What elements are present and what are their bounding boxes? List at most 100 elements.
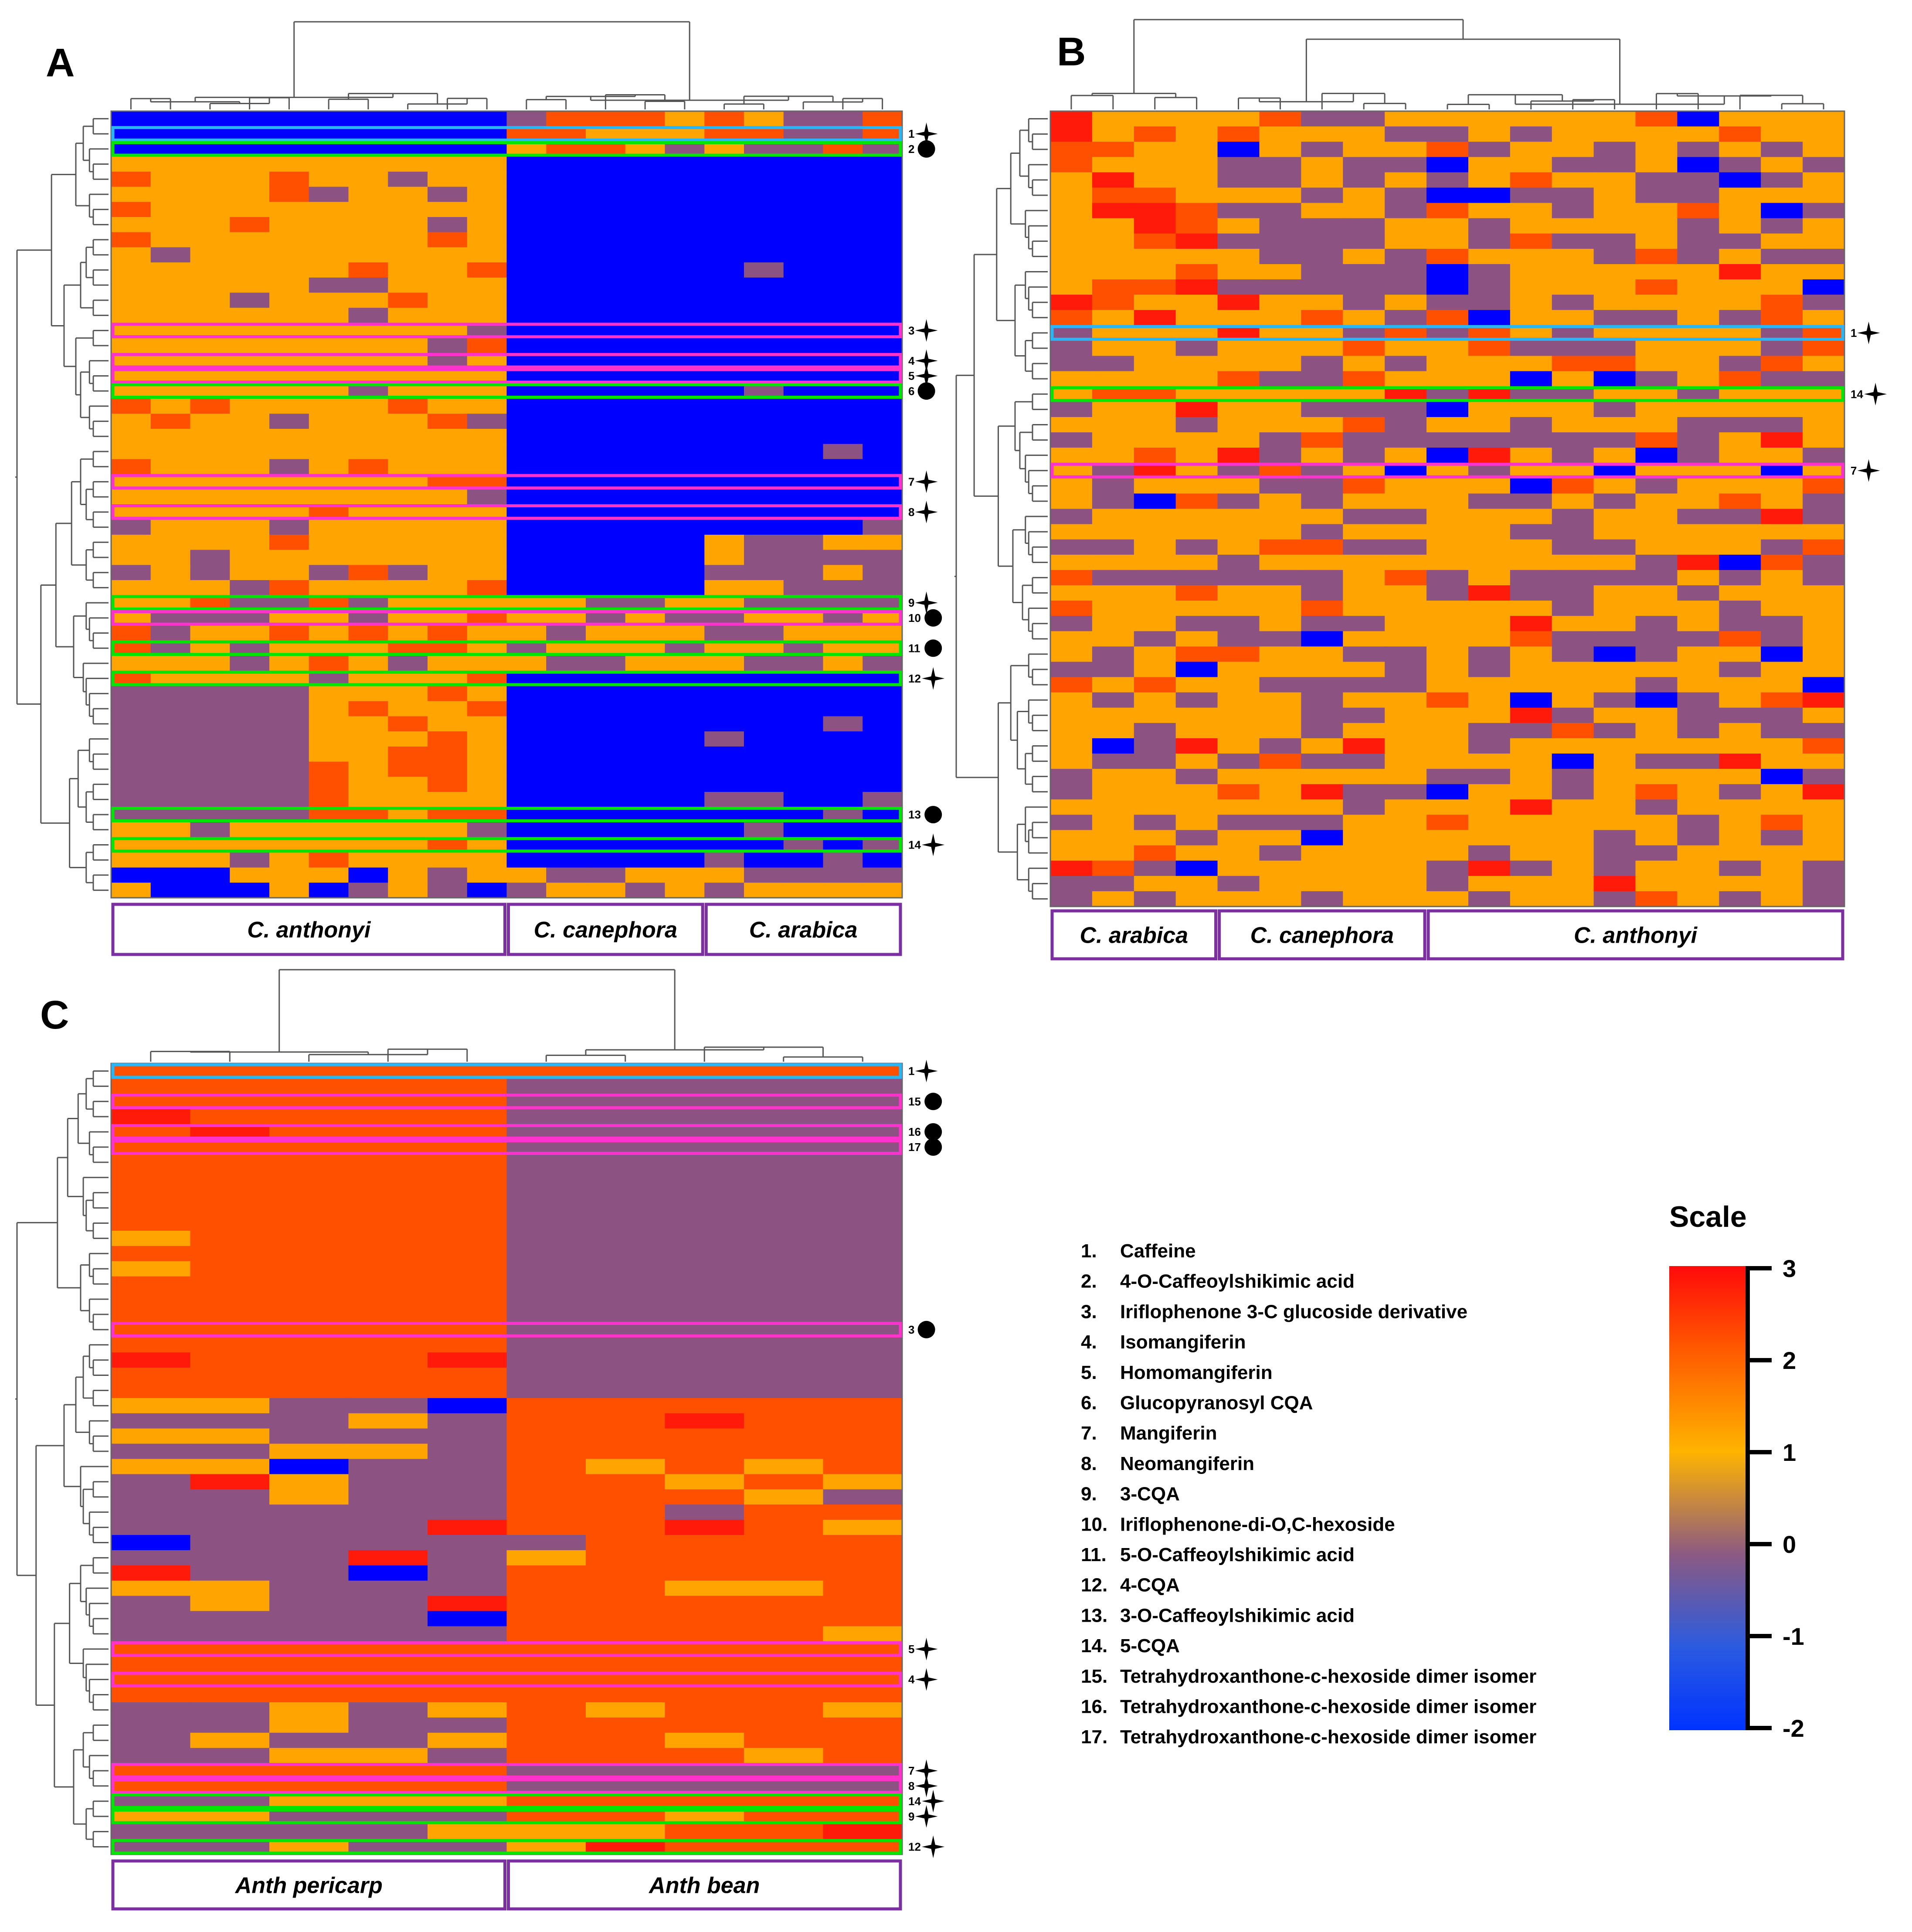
heatmap-cell bbox=[1134, 554, 1176, 570]
heatmap-cell bbox=[546, 731, 586, 747]
heatmap-cell bbox=[1426, 539, 1469, 555]
heatmap-cell bbox=[1761, 310, 1803, 326]
heatmap-cell bbox=[348, 1216, 428, 1231]
heatmap-cell bbox=[1217, 738, 1260, 754]
heatmap-cell bbox=[348, 1732, 428, 1749]
heatmap-cell bbox=[665, 444, 705, 460]
heatmap-cell bbox=[744, 1307, 824, 1323]
heatmap-cell bbox=[190, 187, 231, 203]
heatmap-cell bbox=[744, 1398, 824, 1414]
heatmap-cell bbox=[783, 444, 824, 460]
heatmap-cell bbox=[783, 883, 824, 898]
heatmap-cell bbox=[744, 534, 784, 550]
heatmap-cell bbox=[309, 398, 349, 414]
heatmap-cell bbox=[309, 701, 349, 717]
heatmap-cell bbox=[428, 1337, 507, 1353]
heatmap-cell bbox=[111, 625, 151, 641]
heatmap-cell bbox=[1134, 723, 1176, 739]
heatmap-cell bbox=[428, 489, 468, 505]
heatmap-cell bbox=[111, 262, 151, 278]
heatmap-cell bbox=[704, 580, 744, 596]
heatmap-cell bbox=[348, 277, 389, 293]
heatmap-cell bbox=[388, 580, 428, 596]
heatmap-cell bbox=[1468, 233, 1511, 249]
heatmap-cell bbox=[1635, 860, 1678, 876]
heatmap-cell bbox=[506, 156, 547, 172]
heatmap-cell bbox=[1385, 295, 1427, 311]
heatmap-cell bbox=[1552, 799, 1594, 815]
heatmap-cell bbox=[1385, 692, 1427, 708]
heatmap-cell bbox=[506, 761, 547, 778]
heatmap-cell bbox=[1426, 754, 1469, 769]
heatmap-cell bbox=[1385, 677, 1427, 693]
heatmap-cell bbox=[1635, 876, 1678, 892]
heatmap-cell bbox=[1510, 417, 1552, 433]
heatmap-cell bbox=[1217, 401, 1260, 418]
heatmap-cell bbox=[1468, 554, 1511, 570]
heatmap-cell bbox=[1468, 662, 1511, 678]
heatmap-cell bbox=[230, 292, 270, 309]
heatmap-cell bbox=[863, 883, 903, 898]
heatmap-cell bbox=[190, 428, 231, 445]
heatmap-cell bbox=[586, 1443, 666, 1460]
heatmap-cell bbox=[1761, 738, 1803, 754]
heatmap-cell bbox=[1385, 784, 1427, 800]
heatmap-cell bbox=[309, 550, 349, 566]
panel-letter-c: C bbox=[40, 993, 69, 1037]
heatmap-cell bbox=[428, 701, 468, 717]
heatmap-cell bbox=[1552, 876, 1594, 892]
heatmap-cell bbox=[546, 520, 586, 535]
heatmap-cell bbox=[1092, 524, 1134, 540]
heatmap-cell bbox=[309, 217, 349, 233]
heatmap-cell bbox=[506, 1611, 586, 1627]
heatmap-cell bbox=[1050, 279, 1093, 295]
heatmap-cell bbox=[1134, 738, 1176, 754]
heatmap-cell bbox=[1343, 738, 1385, 754]
heatmap-cell bbox=[625, 761, 666, 778]
heatmap-cell bbox=[1510, 891, 1552, 907]
heatmap-cell bbox=[823, 852, 863, 868]
heatmap-cell bbox=[1050, 616, 1093, 632]
heatmap-cell bbox=[1719, 264, 1762, 280]
heatmap-cell bbox=[1803, 111, 1845, 127]
heatmap-cell bbox=[1593, 830, 1636, 846]
heatmap-cell bbox=[1593, 539, 1636, 555]
heatmap-cell bbox=[1050, 356, 1093, 372]
heatmap-cell bbox=[1719, 738, 1762, 754]
heatmap-cell bbox=[150, 746, 191, 762]
heatmap-cell bbox=[1217, 493, 1260, 509]
heatmap-cell bbox=[190, 822, 231, 838]
heatmap-cell bbox=[586, 852, 626, 868]
heatmap-cell bbox=[1468, 876, 1511, 892]
heatmap-cell bbox=[1301, 524, 1344, 540]
heatmap-cell bbox=[1510, 340, 1552, 357]
heatmap-cell bbox=[1761, 340, 1803, 357]
heatmap-cell bbox=[1635, 417, 1678, 433]
heatmap-cell bbox=[190, 777, 231, 792]
heatmap-cell bbox=[467, 202, 507, 217]
heatmap-cell bbox=[150, 308, 191, 323]
heatmap-cell bbox=[150, 625, 191, 641]
heatmap-cell bbox=[704, 308, 744, 323]
heatmap-cell bbox=[1385, 662, 1427, 678]
heatmap-cell bbox=[783, 731, 824, 747]
heatmap-cell bbox=[744, 1413, 824, 1429]
heatmap-cell bbox=[190, 565, 231, 581]
heatmap-cell bbox=[1510, 723, 1552, 739]
heatmap-cell bbox=[1385, 707, 1427, 723]
heatmap-cell bbox=[1761, 356, 1803, 372]
heatmap-cell bbox=[1677, 860, 1720, 876]
heatmap-cell bbox=[230, 777, 270, 792]
highlight-box bbox=[111, 1671, 902, 1688]
heatmap-cell bbox=[428, 731, 468, 747]
heatmap-cell bbox=[1468, 646, 1511, 662]
heatmap-cell bbox=[744, 202, 784, 217]
heatmap-cell bbox=[1803, 493, 1845, 509]
heatmap-cell bbox=[1175, 570, 1218, 586]
heatmap-cell bbox=[625, 520, 666, 535]
heatmap-cell bbox=[1217, 371, 1260, 387]
heatmap-cell bbox=[309, 338, 349, 354]
heatmap-cell bbox=[546, 428, 586, 445]
heatmap-cell bbox=[1175, 815, 1218, 831]
heatmap-cell bbox=[1426, 860, 1469, 876]
